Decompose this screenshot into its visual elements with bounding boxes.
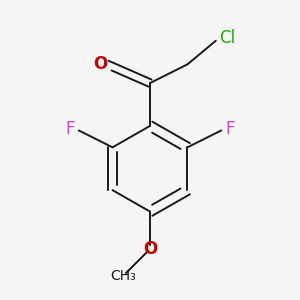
Text: F: F [225,120,234,138]
Text: Cl: Cl [220,28,236,46]
Text: O: O [93,55,107,73]
Text: CH₃: CH₃ [110,269,136,283]
Text: O: O [143,240,157,258]
Text: F: F [66,120,75,138]
